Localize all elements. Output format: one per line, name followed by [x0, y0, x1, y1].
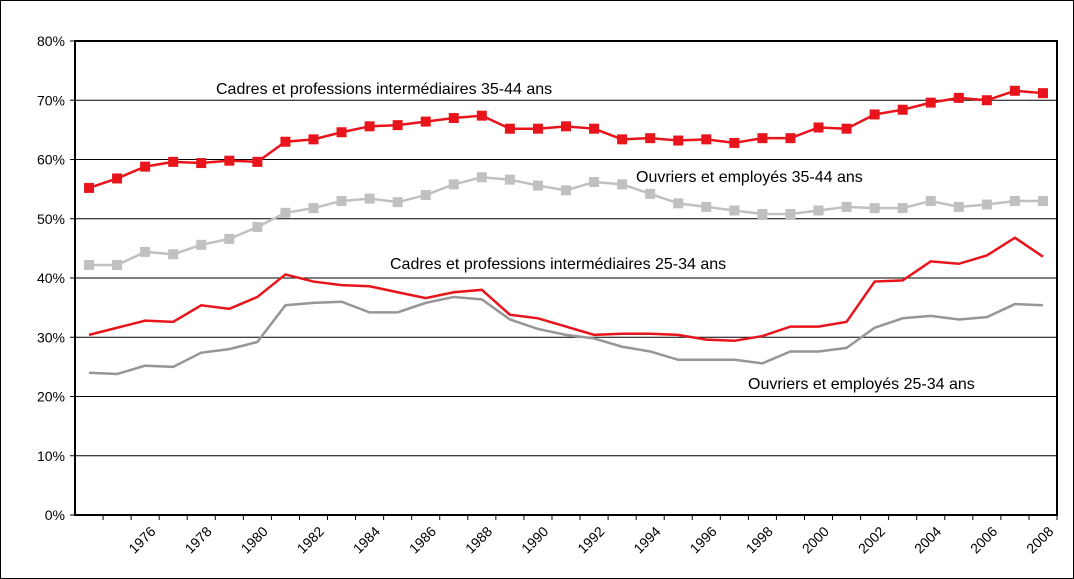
- point-marker: [701, 201, 712, 212]
- point-marker: [140, 246, 151, 257]
- point-marker: [532, 180, 543, 191]
- point-marker: [196, 158, 207, 169]
- point-marker: [757, 209, 768, 220]
- y-tick-label: 0%: [45, 507, 65, 523]
- point-marker: [224, 233, 235, 244]
- series-label: Ouvriers et employés 25-34 ans: [748, 376, 975, 393]
- point-marker: [813, 122, 824, 133]
- point-marker: [112, 173, 123, 184]
- point-marker: [701, 134, 712, 145]
- point-marker: [645, 188, 656, 199]
- point-marker: [336, 127, 347, 138]
- point-marker: [84, 182, 95, 193]
- point-marker: [589, 177, 600, 188]
- plot-area: 0%10%20%30%40%50%60%70%80%1976 1978 1980 19…: [37, 33, 1058, 557]
- point-marker: [364, 121, 375, 132]
- y-tick-label: 20%: [37, 389, 65, 405]
- point-marker: [841, 123, 852, 134]
- point-marker: [448, 179, 459, 190]
- point-marker: [336, 195, 347, 206]
- point-marker: [981, 95, 992, 106]
- point-marker: [897, 203, 908, 214]
- point-marker: [1037, 195, 1048, 206]
- point-marker: [504, 174, 515, 185]
- point-marker: [252, 156, 263, 167]
- point-marker: [280, 136, 291, 147]
- point-marker: [1009, 195, 1020, 206]
- plot-frame: [74, 40, 1058, 516]
- point-marker: [813, 205, 824, 216]
- point-marker: [280, 207, 291, 218]
- series-line: [88, 236, 1044, 343]
- point-marker: [785, 209, 796, 220]
- point-marker: [84, 259, 95, 270]
- point-marker: [561, 121, 571, 132]
- point-marker: [841, 201, 852, 212]
- point-marker: [617, 179, 628, 190]
- y-tick-label: 80%: [37, 33, 65, 49]
- point-marker: [392, 120, 403, 131]
- point-marker: [532, 123, 543, 134]
- point-marker: [757, 133, 768, 144]
- point-marker: [981, 199, 992, 210]
- y-tick-label: 40%: [37, 270, 65, 286]
- point-marker: [224, 155, 235, 166]
- point-marker: [897, 104, 908, 115]
- y-tick-label: 60%: [37, 152, 65, 168]
- point-marker: [420, 190, 431, 201]
- y-tick-label: 30%: [37, 329, 65, 345]
- point-marker: [953, 92, 964, 103]
- point-marker: [364, 193, 375, 204]
- point-marker: [953, 201, 964, 212]
- series-line: [88, 295, 1044, 376]
- point-marker: [589, 123, 600, 134]
- point-marker: [925, 97, 936, 108]
- point-marker: [504, 123, 515, 134]
- point-marker: [673, 198, 684, 209]
- y-tick-label: 70%: [37, 92, 65, 108]
- point-marker: [869, 203, 880, 214]
- series-label: Ouvriers et employés 35-44 ans: [636, 169, 863, 186]
- series-label: Cadres et professions intermédiaires 35-…: [216, 81, 552, 98]
- point-marker: [645, 133, 656, 144]
- point-marker: [1009, 85, 1020, 96]
- point-marker: [308, 134, 319, 145]
- point-marker: [196, 239, 207, 250]
- point-marker: [252, 222, 263, 233]
- point-marker: [561, 185, 571, 196]
- point-marker: [392, 197, 403, 208]
- y-tick-label: 10%: [37, 448, 65, 464]
- y-tick-label: 50%: [37, 211, 65, 227]
- point-marker: [617, 134, 628, 145]
- point-marker: [729, 205, 740, 216]
- series-label: Cadres et professions intermédiaires 25-…: [390, 256, 726, 273]
- point-marker: [420, 116, 431, 127]
- point-marker: [729, 137, 740, 148]
- point-marker: [673, 135, 684, 146]
- point-marker: [308, 203, 319, 214]
- point-marker: [112, 259, 123, 270]
- point-marker: [168, 249, 179, 260]
- point-marker: [925, 195, 936, 206]
- point-marker: [785, 133, 796, 144]
- point-marker: [168, 156, 179, 167]
- point-marker: [476, 110, 487, 121]
- point-marker: [1037, 88, 1048, 99]
- point-marker: [140, 161, 151, 172]
- point-marker: [869, 109, 880, 120]
- point-marker: [476, 172, 487, 183]
- point-marker: [448, 113, 459, 124]
